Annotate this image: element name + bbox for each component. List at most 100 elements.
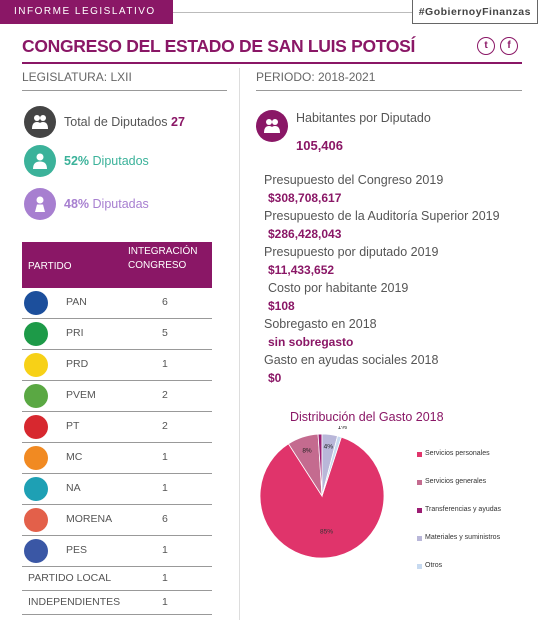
party-name: PRD [66, 358, 89, 370]
total-value: 27 [171, 115, 185, 129]
chart-title: Distribución del Gasto 2018 [290, 410, 444, 424]
pie-slice-servicios-personales [259, 436, 385, 559]
party-table-header: PARTIDO INTEGRACIÓN CONGRESO [22, 242, 212, 288]
top-divider [173, 12, 420, 13]
table-row: PARTIDO LOCAL 1 [22, 567, 212, 591]
legend-item: Materiales y suministros [417, 534, 547, 544]
table-row: PRD 1 [22, 350, 212, 381]
pie-label-servicios-generales: 8% [302, 447, 312, 454]
finance-value: $0 [268, 371, 282, 385]
facebook-icon[interactable]: f [500, 37, 518, 55]
woman-icon [24, 188, 56, 220]
pes-logo-icon [24, 539, 48, 563]
pie-label-servicios-personales: 85% [320, 529, 333, 536]
party-name: MC [66, 451, 83, 463]
morena-logo-icon [24, 508, 48, 532]
man-icon [24, 145, 56, 177]
pvem-logo-icon [24, 384, 48, 408]
legend-label: Otros [425, 562, 443, 569]
finance-label: Costo por habitante 2019 [268, 281, 409, 295]
legend-item: Otros [417, 562, 547, 572]
pie-label-otros: 1% [338, 426, 348, 431]
inhabitants-value: 105,406 [296, 138, 343, 153]
legend-swatch [417, 564, 422, 569]
top-bar: INFORME LEGISLATIVO 2019 #GobiernoyFinan… [0, 0, 552, 41]
legend-swatch [417, 452, 422, 457]
report-banner: INFORME LEGISLATIVO 2019 [0, 0, 173, 41]
table-row: PT 2 [22, 412, 212, 443]
party-name: NA [66, 482, 81, 494]
party-count: 1 [162, 572, 168, 584]
column-divider [239, 68, 240, 620]
table-row: PAN 6 [22, 288, 212, 319]
finance-label: Gasto en ayudas sociales 2018 [264, 353, 439, 367]
na-logo-icon [24, 477, 48, 501]
legend-item: Servicios generales [417, 478, 547, 488]
report-year: 2019 [14, 30, 41, 41]
party-name: PVEM [66, 389, 96, 401]
party-count: 1 [162, 358, 168, 370]
table-row: PES 1 [22, 536, 212, 567]
women-pct: 48% [64, 197, 90, 211]
table-row: PRI 5 [22, 319, 212, 350]
party-count: 1 [162, 482, 168, 494]
party-name: PES [66, 544, 88, 556]
party-count: 5 [162, 327, 168, 339]
party-column-header: PARTIDO [28, 261, 72, 272]
pt-logo-icon [24, 415, 48, 439]
mc-logo-icon [24, 446, 48, 470]
pri-logo-icon [24, 322, 48, 346]
pie-label-transferencias: 1% [315, 426, 325, 428]
pan-logo-icon [24, 291, 48, 315]
integration-column-header: INTEGRACIÓN CONGRESO [128, 246, 198, 271]
table-row: INDEPENDIENTES 1 [22, 591, 212, 615]
party-count: 2 [162, 420, 168, 432]
men-label: Diputados [92, 154, 149, 168]
party-count: 1 [162, 596, 168, 608]
legend-label: Servicios personales [425, 450, 490, 457]
title-rule [22, 62, 522, 64]
finance-value: $11,433,652 [268, 263, 335, 277]
women-label: Diputadas [92, 197, 149, 211]
party-count: 1 [162, 451, 168, 463]
hashtag: #GobiernoyFinanzas [411, 0, 538, 24]
total-label: Total de Diputados [64, 115, 168, 129]
party-count: 6 [162, 296, 168, 308]
party-count: 2 [162, 389, 168, 401]
legend-label: Materiales y suministros [425, 534, 501, 541]
finance-label: Sobregasto en 2018 [264, 317, 377, 331]
subtitle-rule-right [256, 90, 522, 91]
finance-value: sin sobregasto [268, 335, 354, 349]
legend-label: Servicios generales [425, 478, 487, 485]
legend-label: Transferencias y ayudas [425, 506, 501, 513]
party-name: INDEPENDIENTES [28, 596, 121, 608]
finance-label: Presupuesto por diputado 2019 [264, 245, 439, 259]
subtitle-rule-left [22, 90, 227, 91]
report-label: INFORME LEGISLATIVO [14, 6, 156, 17]
finance-value: $108 [268, 299, 295, 313]
pie-label-materiales: 4% [324, 443, 334, 450]
total-deputies-stat: Total de Diputados 27 [24, 106, 239, 138]
inhabitants-icon [256, 110, 288, 142]
finance-value: $286,428,043 [268, 227, 342, 241]
party-name: MORENA [66, 513, 113, 525]
party-name: PAN [66, 296, 87, 308]
inhabitants-label: Habitantes por Diputado [296, 111, 431, 125]
party-name: PARTIDO LOCAL [28, 572, 112, 584]
finance-value: $308,708,617 [268, 191, 342, 205]
finance-label: Presupuesto de la Auditoría Superior 201… [264, 209, 500, 223]
group-icon [24, 106, 56, 138]
twitter-icon[interactable]: t [477, 37, 495, 55]
party-count: 6 [162, 513, 168, 525]
men-pct: 52% [64, 154, 90, 168]
pie-slice-otros [321, 435, 342, 497]
table-row: NA 1 [22, 474, 212, 505]
legend-swatch [417, 536, 422, 541]
legend-swatch [417, 480, 422, 485]
legend-item: Transferencias y ayudas [417, 506, 547, 516]
table-row: MC 1 [22, 443, 212, 474]
page-title: CONGRESO DEL ESTADO DE SAN LUIS POTOSÍ [22, 36, 416, 56]
table-row: MORENA 6 [22, 505, 212, 536]
women-deputies-stat: 48% Diputadas [24, 188, 239, 220]
finance-label: Presupuesto del Congreso 2019 [264, 173, 444, 187]
